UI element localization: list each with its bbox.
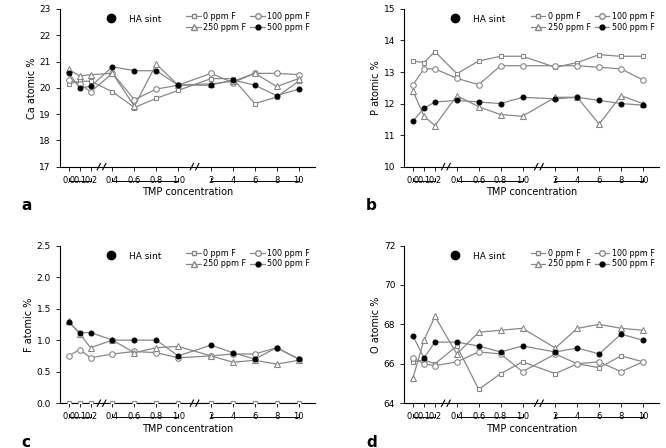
Text: b: b	[366, 198, 377, 213]
Y-axis label: O atomic %: O atomic %	[371, 296, 381, 353]
Text: a: a	[22, 198, 32, 213]
Legend: 0 ppm F, 250 ppm F, 100 ppm F, 500 ppm F: 0 ppm F, 250 ppm F, 100 ppm F, 500 ppm F	[186, 248, 311, 269]
Text: HA sint: HA sint	[473, 15, 505, 24]
Y-axis label: F atomic %: F atomic %	[24, 297, 34, 352]
Text: c: c	[22, 435, 31, 448]
X-axis label: TMP concentration: TMP concentration	[486, 187, 577, 198]
Y-axis label: Ca atomic %: Ca atomic %	[27, 57, 37, 119]
X-axis label: TMP concentration: TMP concentration	[142, 424, 233, 434]
Legend: 0 ppm F, 250 ppm F, 100 ppm F, 500 ppm F: 0 ppm F, 250 ppm F, 100 ppm F, 500 ppm F	[530, 248, 655, 269]
Legend: 0 ppm F, 250 ppm F, 100 ppm F, 500 ppm F: 0 ppm F, 250 ppm F, 100 ppm F, 500 ppm F	[530, 11, 655, 33]
Text: HA sint: HA sint	[473, 252, 505, 261]
Text: HA sint: HA sint	[129, 252, 161, 261]
Text: d: d	[366, 435, 377, 448]
X-axis label: TMP concentration: TMP concentration	[142, 187, 233, 198]
Text: HA sint: HA sint	[129, 15, 161, 24]
Y-axis label: P atomic %: P atomic %	[371, 60, 381, 115]
X-axis label: TMP concentration: TMP concentration	[486, 424, 577, 434]
Legend: 0 ppm F, 250 ppm F, 100 ppm F, 500 ppm F: 0 ppm F, 250 ppm F, 100 ppm F, 500 ppm F	[186, 11, 311, 33]
